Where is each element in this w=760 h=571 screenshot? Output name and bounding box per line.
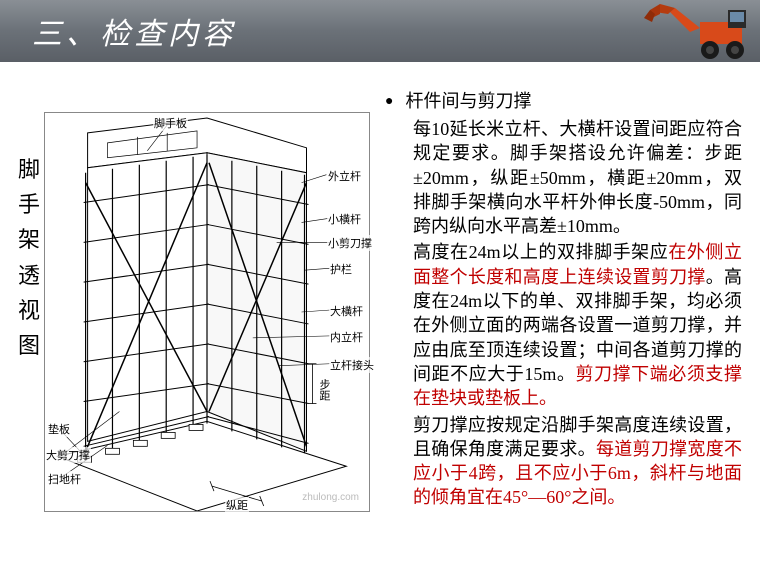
slide-title: 三、检查内容 (32, 9, 236, 53)
bullet-title: 杆件间与剪刀撑 (405, 87, 531, 113)
p2-part: 高度在24m以上的双排脚手架应 (413, 242, 668, 262)
label-xiaoheng: 小横杆 (327, 211, 362, 227)
label-hulan: 护栏 (329, 261, 353, 277)
vt-char: 图 (18, 328, 40, 363)
bullet-heading: ● 杆件间与剪刀撑 (385, 87, 742, 113)
label-waili: 外立杆 (327, 168, 362, 184)
label-jiaoshoban: 脚手板 (153, 115, 188, 131)
vt-char: 视 (18, 293, 40, 328)
label-xiaojiandao: 小剪刀撑 (327, 235, 373, 251)
label-dajiandao: 大剪刀撑 (45, 447, 91, 463)
scaffold-svg (45, 113, 369, 511)
bullet-icon: ● (385, 87, 393, 113)
label-saodigan: 扫地杆 (47, 471, 82, 487)
label-neili: 内立杆 (329, 329, 364, 345)
excavator-icon (640, 0, 760, 62)
slide-content: 脚 手 架 透 视 图 (0, 62, 760, 522)
label-buju: 步距 (315, 379, 333, 401)
vt-char: 架 (18, 222, 40, 257)
label-liganjietou: 立杆接头 (329, 357, 375, 373)
vt-char: 手 (18, 187, 40, 222)
paragraph-2: 高度在24m以上的双排脚手架应在外侧立面整个长度和高度上连续设置剪刀撑。高度在2… (385, 240, 742, 410)
scaffold-diagram: 脚手板 外立杆 小横杆 小剪刀撑 护栏 大横杆 内立杆 立杆接头 步距 垫板 大… (44, 112, 370, 512)
paragraph-3: 剪刀撑应按规定沿脚手架高度连续设置，且确保角度满足要求。每道剪刀撑宽度不应小于4… (385, 413, 742, 510)
diagram-vertical-title: 脚 手 架 透 视 图 (14, 112, 44, 363)
watermark: zhulong.com (302, 492, 359, 503)
slide-header: 三、检查内容 (0, 0, 760, 62)
label-daheng: 大横杆 (329, 303, 364, 319)
vt-char: 透 (18, 258, 40, 293)
label-zongju: 纵距 (225, 497, 249, 513)
paragraph-1: 每10延长米立杆、大横杆设置间距应符合规定要求。脚手架搭设允许偏差：步距±20m… (385, 117, 742, 238)
text-area: ● 杆件间与剪刀撑 每10延长米立杆、大横杆设置间距应符合规定要求。脚手架搭设允… (385, 82, 750, 512)
diagram-area: 脚 手 架 透 视 图 (10, 82, 370, 512)
vt-char: 脚 (18, 152, 40, 187)
label-dianban: 垫板 (47, 421, 71, 437)
